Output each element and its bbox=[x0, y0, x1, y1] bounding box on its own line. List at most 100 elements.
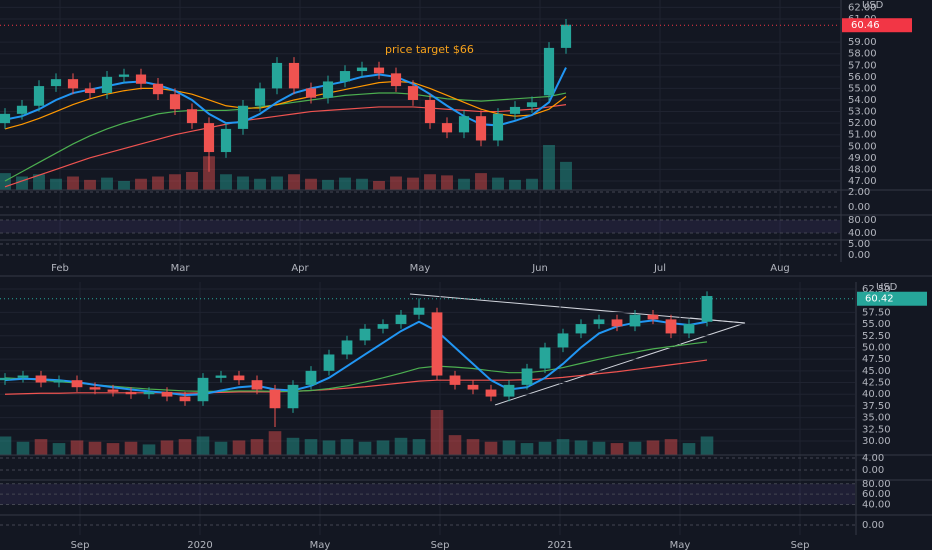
moving-average bbox=[4, 341, 708, 393]
volume-bar bbox=[560, 161, 572, 190]
candle-body bbox=[251, 380, 263, 390]
trend-line bbox=[494, 322, 746, 406]
candle-body bbox=[373, 67, 385, 74]
volume-bar bbox=[475, 173, 487, 190]
volume-bar bbox=[682, 443, 696, 455]
candle-body bbox=[197, 377, 209, 402]
pane-tick-label: 40.00 bbox=[862, 499, 891, 510]
candle-body bbox=[390, 73, 402, 87]
candle-body bbox=[288, 62, 300, 89]
candle-body bbox=[152, 83, 164, 95]
volume-bar bbox=[16, 441, 30, 455]
pane-tick-label: 4.00 bbox=[862, 453, 884, 464]
price-label-box bbox=[857, 291, 927, 306]
volume-bar bbox=[458, 178, 470, 190]
candle-body bbox=[701, 296, 713, 322]
pane-tick-label: 5.00 bbox=[848, 239, 870, 250]
candle-body bbox=[526, 102, 538, 107]
candle-body bbox=[53, 380, 65, 383]
y-tick-label: 47.00 bbox=[848, 176, 877, 187]
volume-bar bbox=[254, 178, 266, 190]
y-tick-label: 62.00 bbox=[848, 2, 877, 13]
candle-body bbox=[521, 368, 533, 385]
volume-bar bbox=[232, 440, 246, 455]
candle-body bbox=[125, 391, 137, 395]
volume-bar bbox=[286, 437, 300, 455]
candle-body bbox=[67, 79, 79, 89]
candle-body bbox=[233, 375, 245, 381]
moving-average bbox=[4, 67, 567, 127]
x-tick-label: Apr bbox=[291, 263, 309, 274]
volume-bar bbox=[16, 176, 28, 190]
candle-body bbox=[424, 99, 436, 124]
y-tick-label: 45.00 bbox=[862, 366, 891, 377]
candle-body bbox=[441, 123, 453, 133]
x-tick-label: Sep bbox=[791, 540, 810, 550]
volume-bar bbox=[305, 178, 317, 190]
price-label-box bbox=[842, 18, 912, 33]
candle-body bbox=[377, 324, 389, 329]
moving-average bbox=[4, 104, 567, 188]
volume-bar bbox=[67, 176, 79, 190]
pane-tick-label: 80.00 bbox=[862, 479, 891, 490]
volume-bar bbox=[160, 440, 174, 455]
volume-bar bbox=[268, 431, 282, 455]
candle-body bbox=[203, 123, 215, 153]
x-tick-label: Feb bbox=[51, 263, 69, 274]
volume-bar bbox=[271, 176, 283, 190]
candle-body bbox=[0, 377, 11, 381]
volume-bar bbox=[610, 443, 624, 455]
y-tick-label: 48.00 bbox=[848, 164, 877, 175]
y-tick-label: 30.00 bbox=[862, 436, 891, 447]
candle-body bbox=[322, 81, 334, 98]
y-tick-label: 59.00 bbox=[848, 37, 877, 48]
volume-bar bbox=[178, 439, 192, 455]
candle-body bbox=[84, 88, 96, 94]
pane-tick-label: 0.00 bbox=[848, 202, 870, 213]
candle-body bbox=[503, 384, 515, 397]
y-tick-label: 58.00 bbox=[848, 49, 877, 60]
candle-body bbox=[665, 319, 677, 334]
x-tick-label: May bbox=[410, 263, 431, 274]
volume-bar bbox=[0, 173, 11, 190]
volume-bar bbox=[33, 174, 45, 190]
volume-bar bbox=[448, 435, 462, 455]
volume-bar bbox=[101, 177, 113, 190]
y-tick-label: 35.00 bbox=[862, 413, 891, 424]
volume-bar bbox=[412, 439, 426, 455]
candle-body bbox=[467, 384, 479, 390]
candle-body bbox=[271, 62, 283, 89]
pane-tick-label: 0.00 bbox=[862, 520, 884, 531]
candle-body bbox=[485, 389, 497, 397]
candle-body bbox=[179, 396, 191, 402]
volume-bar bbox=[373, 181, 385, 190]
volume-bar bbox=[135, 178, 147, 190]
pane-tick-label: 2.00 bbox=[848, 187, 870, 198]
price-label: 60.42 bbox=[865, 294, 894, 305]
x-tick-label: 2020 bbox=[187, 540, 212, 550]
candle-body bbox=[323, 354, 335, 371]
volume-bar bbox=[322, 179, 334, 190]
y-tick-label: 57.00 bbox=[848, 60, 877, 71]
moving-average bbox=[4, 359, 708, 395]
x-tick-label: 2021 bbox=[547, 540, 572, 550]
y-tick-label: 57.50 bbox=[862, 307, 891, 318]
volume-bar bbox=[70, 440, 84, 455]
volume-bar bbox=[592, 441, 606, 455]
trend-line bbox=[409, 293, 746, 324]
moving-average bbox=[4, 319, 708, 397]
candle-body bbox=[161, 391, 173, 397]
volume-bar bbox=[390, 176, 402, 190]
volume-bar bbox=[664, 439, 678, 455]
volume-bar bbox=[214, 441, 228, 455]
volume-bar bbox=[106, 443, 120, 455]
y-tick-label: 54.00 bbox=[848, 95, 877, 106]
volume-bar bbox=[700, 436, 714, 455]
volume-bar bbox=[538, 441, 552, 455]
candle-body bbox=[339, 71, 351, 82]
candle-body bbox=[220, 128, 232, 153]
volume-bar bbox=[526, 178, 538, 190]
y-tick-label: 40.00 bbox=[862, 389, 891, 400]
candle-body bbox=[33, 86, 45, 106]
currency-label: USD bbox=[862, 0, 884, 11]
